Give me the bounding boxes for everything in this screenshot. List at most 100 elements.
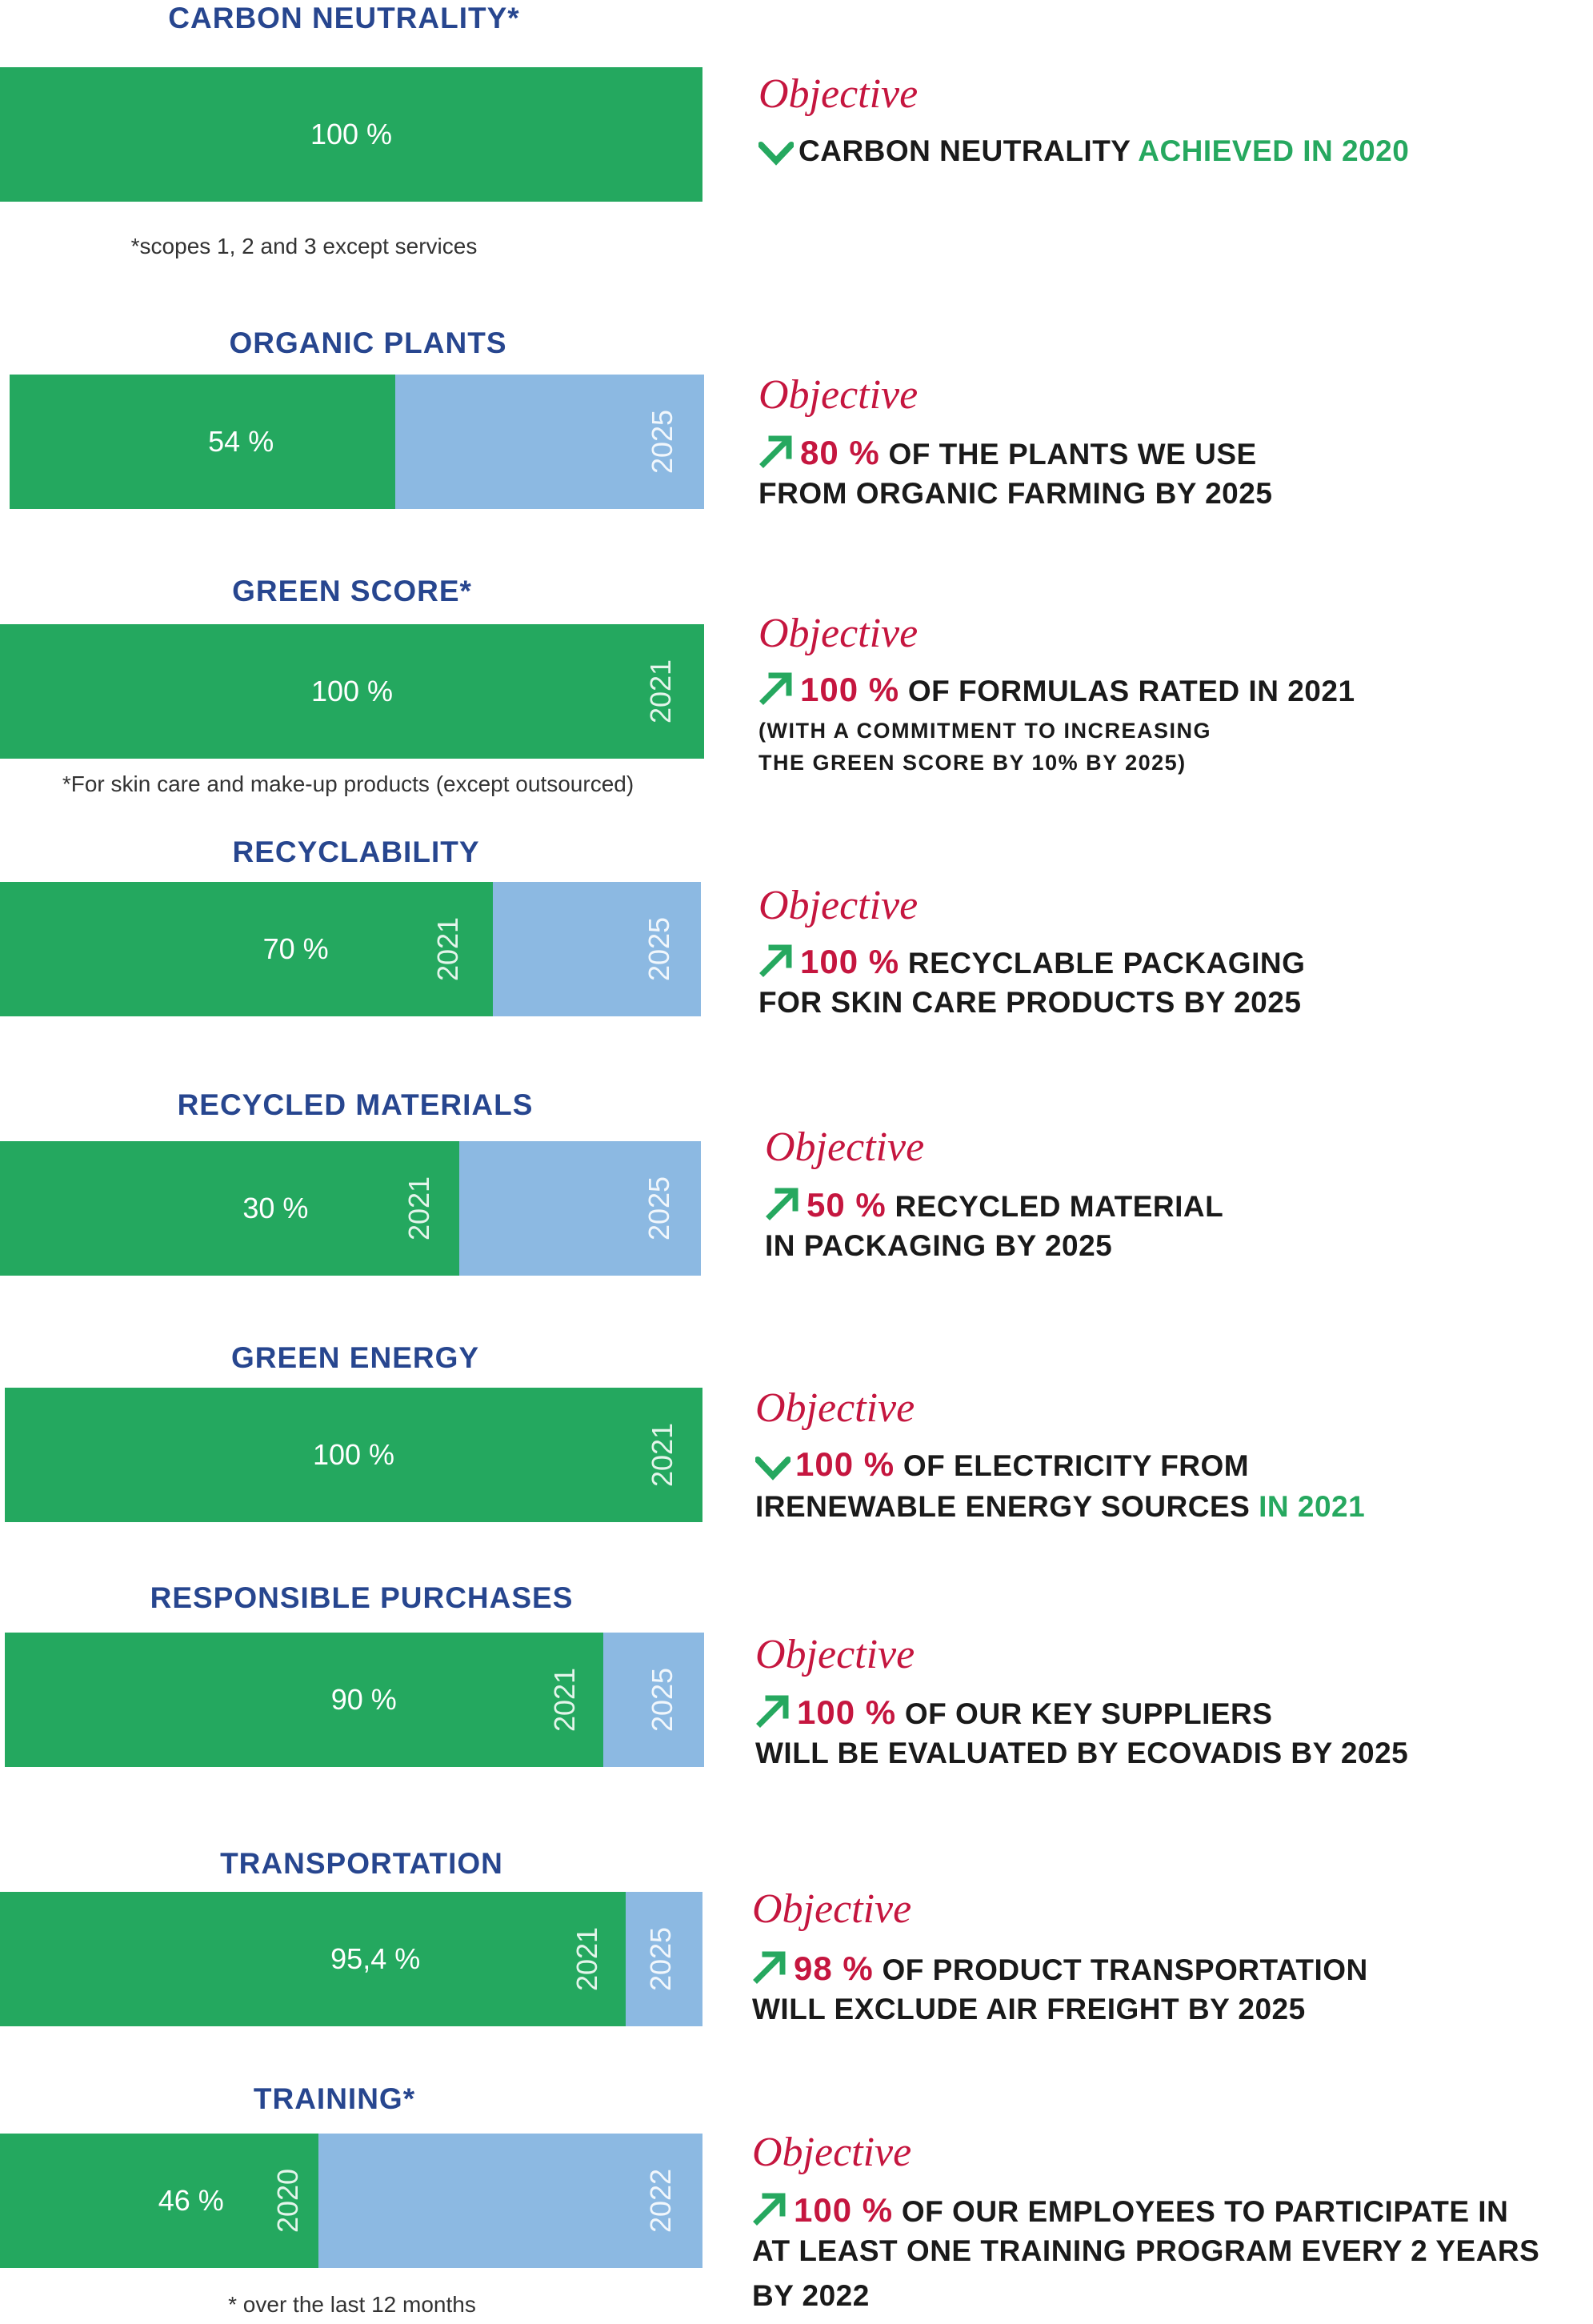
objective-heading: Objective — [755, 1385, 915, 1431]
kpi-footnote: *scopes 1, 2 and 3 except services — [130, 234, 478, 258]
objective-text-line: 98 % OF PRODUCT TRANSPORTATION — [752, 1948, 1368, 1988]
objective-heading: Objective — [758, 372, 919, 418]
objective-note: THE GREEN SCORE BY 10% BY 2025) — [758, 751, 1187, 775]
kpi-bar: 54 % 2025 — [10, 375, 704, 509]
objective-heading: Objective — [752, 2130, 912, 2175]
arrow-up-right-icon — [759, 944, 792, 977]
objective-text-line: 50 % RECYCLED MATERIAL — [765, 1184, 1223, 1224]
kpi-bar: 90 % 2021 2025 — [5, 1633, 704, 1767]
kpi-title: RECYCLED MATERIALS — [177, 1088, 534, 1121]
target-year-label: 2025 — [642, 1176, 675, 1241]
arrow-up-right-icon — [753, 1951, 786, 1984]
bar-value-label: 100 % — [312, 1438, 395, 1471]
kpi-bar: 46 % 2020 2022 — [0, 2134, 702, 2268]
objective-target-value: 100 % — [800, 671, 900, 708]
objective-target-value: 80 % — [800, 434, 880, 471]
kpi-bar: 100 % — [0, 67, 702, 202]
kpi-bar: 70 % 2021 2025 — [0, 882, 701, 1016]
objective-note: (WITH A COMMITMENT TO INCREASING — [758, 719, 1211, 743]
objective-text: OF FORMULAS RATED IN 2021 — [899, 675, 1355, 707]
current-year-label: 2020 — [271, 2168, 304, 2234]
objective-target-value: 98 % — [794, 1949, 874, 1987]
objective-achieved-text: ACHIEVED IN 2020 — [1138, 134, 1410, 167]
objective-target-value: 100 % — [800, 943, 900, 980]
current-year-label: 2021 — [402, 1176, 435, 1241]
kpi-bar: 100 % 2021 — [5, 1388, 702, 1522]
target-year-label: 2025 — [644, 1926, 677, 1992]
kpi-title: GREEN ENERGY — [230, 1341, 480, 1374]
current-year-label: 2021 — [548, 1667, 581, 1733]
objective-text-line: 80 % OF THE PLANTS WE USE — [758, 432, 1257, 472]
objective-text-line: IN PACKAGING BY 2025 — [765, 1229, 1112, 1263]
objective-text: WILL EXCLUDE AIR FREIGHT BY 2025 — [752, 1993, 1306, 2025]
objective-text: WILL BE EVALUATED BY ECOVADIS BY 2025 — [755, 1737, 1409, 1769]
objective-heading: Objective — [758, 883, 919, 928]
objective-text-line: 100 % OF OUR KEY SUPPLIERS — [755, 1692, 1272, 1732]
objective-text: IN PACKAGING BY 2025 — [765, 1229, 1113, 1262]
target-year-label: 2022 — [644, 2168, 677, 2234]
objective-text-line: FOR SKIN CARE PRODUCTS BY 2025 — [758, 986, 1301, 1020]
kpi-footnote: * over the last 12 months — [228, 2292, 476, 2317]
kpi-title: TRANSPORTATION — [220, 1847, 503, 1880]
kpi-title: RECYCLABILITY — [232, 835, 480, 868]
current-year-label: 2021 — [431, 916, 464, 982]
kpi-title: ORGANIC PLANTS — [229, 327, 507, 359]
objective-text-line: 100 % OF FORMULAS RATED IN 2021 — [758, 669, 1355, 709]
kpi-title: TRAINING* — [253, 2082, 416, 2115]
bar-value-label: 95,4 % — [330, 1942, 421, 1975]
bar-value-label: 46 % — [158, 2184, 224, 2217]
objective-target-value: 50 % — [807, 1186, 887, 1224]
current-year-label: 2021 — [570, 1926, 603, 1992]
objective-text: OF THE PLANTS WE USE — [879, 438, 1257, 471]
objective-text-line: 100 % OF ELECTRICITY FROM — [755, 1445, 1249, 1484]
arrow-up-right-icon — [759, 435, 792, 468]
objective-heading: Objective — [758, 71, 919, 117]
arrow-up-right-icon — [766, 1188, 799, 1220]
bar-value-label: 54 % — [208, 425, 274, 458]
bar-current-value — [0, 624, 704, 759]
bar-value-label: 30 % — [242, 1192, 309, 1224]
objective-text-line: IRENEWABLE ENERGY SOURCES IN 2021 — [755, 1490, 1365, 1524]
objective-text: AT LEAST ONE TRAINING PROGRAM EVERY 2 YE… — [752, 2234, 1540, 2267]
objective-text-line: WILL EXCLUDE AIR FREIGHT BY 2025 — [752, 1993, 1306, 2026]
objective-text: OF OUR EMPLOYEES TO PARTICIPATE IN — [893, 2195, 1509, 2228]
objective-heading: Objective — [758, 611, 919, 656]
target-year-label: 2025 — [646, 409, 678, 475]
kpi-bar: 30 % 2021 2025 — [0, 1141, 701, 1276]
objective-heading: Objective — [752, 1886, 912, 1932]
objective-text: IRENEWABLE ENERGY SOURCES — [755, 1490, 1259, 1523]
objective-text: CARBON NEUTRALITY — [799, 134, 1139, 167]
objective-target-value: 100 % — [797, 1693, 897, 1731]
bar-value-label: 100 % — [310, 118, 393, 150]
objective-text: OF ELECTRICITY FROM — [895, 1449, 1250, 1482]
target-year-label: 2025 — [646, 1667, 678, 1733]
objective-target-value: 100 % — [794, 2191, 894, 2229]
kpi-title: RESPONSIBLE PURCHASES — [150, 1581, 574, 1614]
check-icon — [755, 1457, 790, 1481]
objective-text: OF PRODUCT TRANSPORTATION — [873, 1953, 1368, 1986]
kpi-title: CARBON NEUTRALITY* — [168, 2, 520, 34]
objective-text: FROM ORGANIC FARMING BY 2025 — [758, 477, 1273, 510]
objective-text-line: BY 2022 — [752, 2279, 870, 2313]
arrow-up-right-icon — [753, 2193, 786, 2226]
arrow-up-right-icon — [759, 672, 792, 705]
bar-current-value — [0, 2134, 318, 2268]
bar-current-value — [5, 1633, 603, 1767]
bar-current-value — [10, 375, 395, 509]
objective-text: OF OUR KEY SUPPLIERS — [896, 1697, 1273, 1730]
objective-text: RECYCLED MATERIAL — [886, 1190, 1224, 1223]
objective-text: BY 2022 — [752, 2279, 870, 2312]
objective-target-value: 100 % — [795, 1445, 895, 1483]
bar-value-label: 100 % — [310, 675, 394, 707]
objective-heading: Objective — [765, 1124, 925, 1170]
bar-current-value — [0, 67, 702, 202]
bar-current-value — [0, 1892, 626, 2026]
objective-text-line: AT LEAST ONE TRAINING PROGRAM EVERY 2 YE… — [752, 2234, 1539, 2268]
objective-text-line: CARBON NEUTRALITY ACHIEVED IN 2020 — [758, 134, 1409, 168]
bar-value-label: 90 % — [330, 1683, 397, 1716]
current-year-label: 2021 — [646, 1422, 678, 1488]
kpi-title: GREEN SCORE* — [232, 575, 472, 607]
arrow-up-right-icon — [756, 1695, 789, 1728]
bar-current-value — [0, 882, 493, 1016]
kpi-bar: 100 % 2021 — [0, 624, 704, 759]
